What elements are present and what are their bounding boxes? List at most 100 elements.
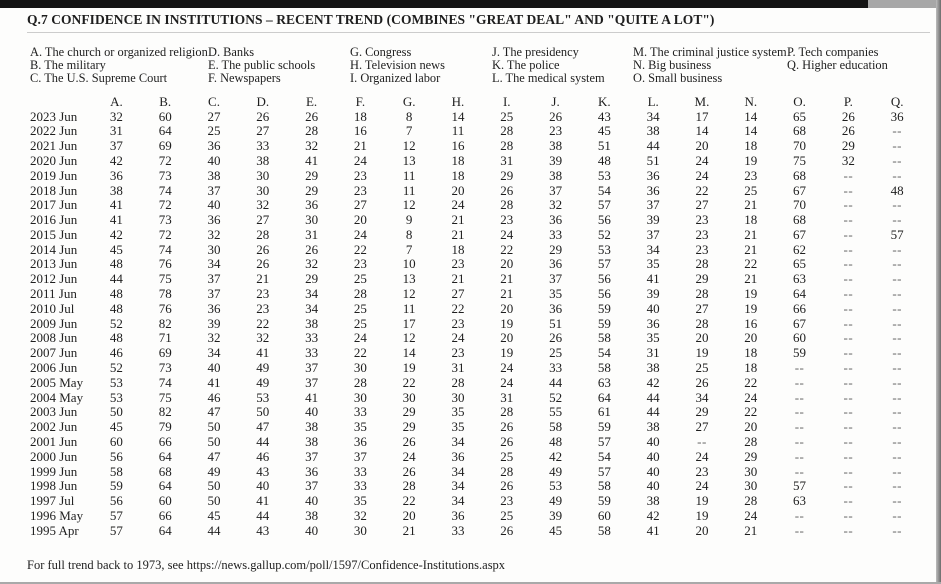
table-cell: 42 bbox=[646, 375, 660, 390]
table-cell: 37 bbox=[207, 183, 221, 198]
table-row: 2019 Jun 36 73 38 30 29 23 11 18 29 38 53 36 24 23 68 --… bbox=[30, 169, 922, 184]
table-cell: 63 bbox=[597, 375, 611, 390]
table-row: 2002 Jun 45 79 50 47 38 35 29 35 26 58 59 38 27 20 -- --… bbox=[30, 420, 922, 435]
table-cell: 9 bbox=[405, 213, 413, 228]
table-cell: 58 bbox=[549, 420, 563, 435]
table-cell: 23 bbox=[451, 257, 465, 272]
table-cell: 38 bbox=[109, 183, 123, 198]
table-cell: 23 bbox=[695, 464, 709, 479]
table-cell: 57 bbox=[793, 479, 807, 494]
table-cell: 38 bbox=[305, 435, 319, 450]
table-cell: -- bbox=[843, 301, 854, 316]
table-cell: 34 bbox=[451, 494, 465, 509]
table-cell: -- bbox=[892, 464, 902, 479]
table-cell: 53 bbox=[597, 168, 611, 183]
table-cell: 50 bbox=[207, 494, 221, 509]
row-label: 2011 Jun bbox=[30, 287, 77, 302]
table-cell: 39 bbox=[646, 213, 660, 228]
table-cell: 29 bbox=[744, 449, 758, 464]
row-label: 1999 Jun bbox=[30, 464, 78, 479]
table-cell: -- bbox=[892, 153, 902, 168]
legend-column: G. Congress H. Television news I. Organize… bbox=[350, 46, 492, 85]
table-cell: 35 bbox=[353, 420, 367, 435]
table-cell: 21 bbox=[451, 227, 465, 242]
table-cell: 72 bbox=[158, 198, 172, 213]
table-cell: 48 bbox=[597, 153, 611, 168]
table-cell: 73 bbox=[158, 213, 172, 228]
table-cell: 23 bbox=[451, 346, 465, 361]
table-cell: 37 bbox=[207, 272, 221, 287]
table-cell: 19 bbox=[695, 494, 709, 509]
table-cell: -- bbox=[892, 316, 902, 331]
table-cell: 18 bbox=[451, 168, 465, 183]
table-cell: 37 bbox=[305, 479, 319, 494]
table-cell: 26 bbox=[841, 124, 855, 139]
table-cell: -- bbox=[843, 257, 854, 272]
table-cell: 44 bbox=[109, 272, 123, 287]
table-cell: 45 bbox=[207, 509, 221, 524]
table-cell: 52 bbox=[109, 361, 123, 376]
table-cell: 57 bbox=[109, 509, 123, 524]
table-cell: 20 bbox=[451, 183, 465, 198]
column-header: G. bbox=[402, 94, 416, 109]
table-cell: 38 bbox=[549, 168, 563, 183]
table-cell: 66 bbox=[793, 301, 807, 316]
table-cell: 66 bbox=[158, 509, 172, 524]
table-cell: 23 bbox=[256, 287, 270, 302]
table-cell: 40 bbox=[207, 153, 221, 168]
table-cell: 42 bbox=[109, 153, 123, 168]
table-cell: 22 bbox=[500, 242, 514, 257]
table-cell: 19 bbox=[500, 316, 514, 331]
table-row: 2015 Jun 42 72 32 28 31 24 8 21 24 33 52 37 23 21 67 -- 5… bbox=[30, 228, 922, 243]
table-cell: -- bbox=[843, 227, 854, 242]
table-cell: 34 bbox=[451, 479, 465, 494]
footer-link[interactable]: https://news.gallup.com/poll/1597/Confid… bbox=[186, 557, 506, 572]
table-row: 2023 Jun 32 60 27 26 26 18 8 14 25 26 43 34 17 14 65 26 3… bbox=[30, 110, 922, 125]
table-cell: 28 bbox=[402, 479, 416, 494]
table-cell: 33 bbox=[353, 464, 367, 479]
row-label: 2013 Jun bbox=[30, 257, 78, 272]
table-cell: -- bbox=[892, 168, 902, 183]
table-cell: 64 bbox=[597, 390, 611, 405]
table-cell: 27 bbox=[207, 109, 221, 124]
table-cell: 39 bbox=[207, 316, 221, 331]
table-cell: 70 bbox=[793, 139, 807, 154]
table-cell: 82 bbox=[158, 405, 172, 420]
column-header: J. bbox=[551, 94, 560, 109]
table-cell: 42 bbox=[549, 449, 563, 464]
row-label: 2021 Jun bbox=[30, 139, 78, 154]
table-cell: 74 bbox=[158, 375, 172, 390]
table-cell: 29 bbox=[549, 242, 563, 257]
row-label: 2001 Jun bbox=[30, 435, 78, 450]
row-label: 2023 Jun bbox=[30, 109, 78, 124]
table-cell: 22 bbox=[256, 316, 270, 331]
table-cell: 56 bbox=[109, 494, 123, 509]
table-cell: 21 bbox=[744, 198, 758, 213]
table-cell: 29 bbox=[695, 272, 709, 287]
table-cell: 21 bbox=[744, 272, 758, 287]
table-cell: 24 bbox=[451, 198, 465, 213]
table-cell: -- bbox=[843, 272, 854, 287]
table-cell: 36 bbox=[549, 257, 563, 272]
table-cell: 23 bbox=[744, 168, 758, 183]
table-row: 2007 Jun 46 69 34 41 33 22 14 23 19 25 54 31 19 18 59 --… bbox=[30, 346, 922, 361]
table-cell: 25 bbox=[500, 109, 514, 124]
legend-item: E. The public schools bbox=[208, 57, 316, 72]
table-cell: -- bbox=[892, 287, 902, 302]
table-cell: 23 bbox=[695, 227, 709, 242]
table-cell: 34 bbox=[305, 287, 319, 302]
table-cell: 73 bbox=[158, 361, 172, 376]
table-cell: 30 bbox=[353, 523, 367, 538]
row-label: 2005 May bbox=[30, 375, 84, 390]
table-cell: 38 bbox=[646, 420, 660, 435]
legend-item: I. Organized labor bbox=[350, 70, 441, 85]
table-cell: 21 bbox=[744, 242, 758, 257]
table-cell: -- bbox=[843, 242, 854, 257]
table-cell: 33 bbox=[256, 139, 270, 154]
footer-text: For full trend back to 1973, see bbox=[27, 557, 187, 572]
table-cell: -- bbox=[843, 435, 854, 450]
table-cell: 25 bbox=[744, 183, 758, 198]
table-cell: -- bbox=[697, 435, 707, 450]
table-cell: -- bbox=[794, 361, 805, 376]
table-cell: -- bbox=[843, 331, 854, 346]
